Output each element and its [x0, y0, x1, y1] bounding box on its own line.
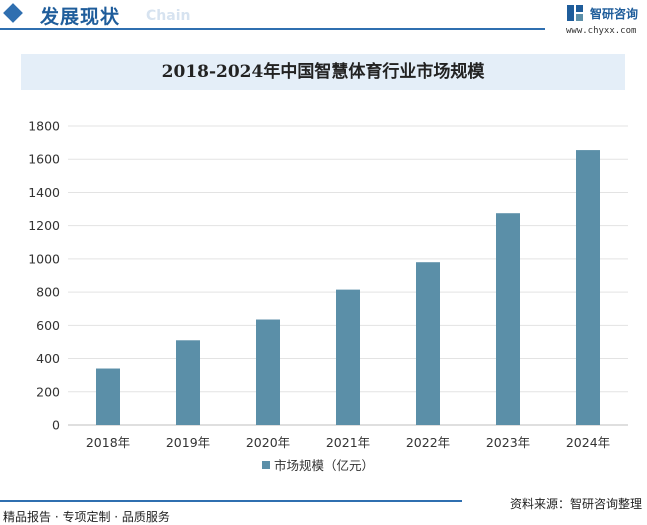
x-tick-label: 2024年	[566, 435, 610, 450]
brand-logo: 智研咨询 www.chyxx.com	[566, 4, 646, 38]
legend-swatch	[262, 461, 270, 469]
y-tick-label: 1800	[28, 119, 60, 134]
x-tick-label: 2020年	[246, 435, 290, 450]
section-title-en: Chain	[146, 8, 191, 24]
y-tick-label: 1200	[28, 218, 60, 233]
x-tick-label: 2021年	[326, 435, 370, 450]
y-tick-label: 800	[36, 285, 60, 300]
legend-label: 市场规模（亿元）	[274, 458, 374, 473]
x-tick-label: 2019年	[166, 435, 210, 450]
footer-source: 资料来源：智研咨询整理	[509, 497, 642, 511]
x-tick-label: 2018年	[86, 435, 130, 450]
section-title: 发展现状	[40, 6, 121, 28]
y-tick-label: 600	[36, 318, 60, 333]
chart-title-band: 2018-2024年中国智慧体育行业市场规模	[21, 54, 625, 90]
logo-url: www.chyxx.com	[566, 26, 637, 36]
bar	[176, 340, 200, 425]
y-tick-label: 400	[36, 351, 60, 366]
y-tick-label: 0	[52, 418, 60, 433]
bar	[576, 150, 600, 425]
y-tick-label: 1400	[28, 185, 60, 200]
bar	[416, 262, 440, 425]
y-tick-label: 1600	[28, 152, 60, 167]
bar	[496, 213, 520, 425]
header-rule	[0, 28, 545, 30]
footer-rule	[0, 500, 462, 502]
x-tick-label: 2022年	[406, 435, 450, 450]
y-tick-label: 200	[36, 384, 60, 399]
footer-slogan: 精品报告 · 专项定制 · 品质服务	[3, 510, 170, 524]
logo-name: 智研咨询	[590, 7, 639, 21]
chart-title: 2018-2024年中国智慧体育行业市场规模	[161, 62, 485, 82]
page-footer: 精品报告 · 专项定制 · 品质服务 资料来源：智研咨询整理	[0, 497, 647, 524]
bar	[96, 368, 120, 425]
y-tick-label: 1000	[28, 251, 60, 266]
x-tick-label: 2023年	[486, 435, 530, 450]
bar	[256, 319, 280, 425]
logo-mark-icon	[567, 5, 583, 21]
bar	[336, 289, 360, 425]
section-header: 发展现状 Chain	[0, 0, 647, 34]
